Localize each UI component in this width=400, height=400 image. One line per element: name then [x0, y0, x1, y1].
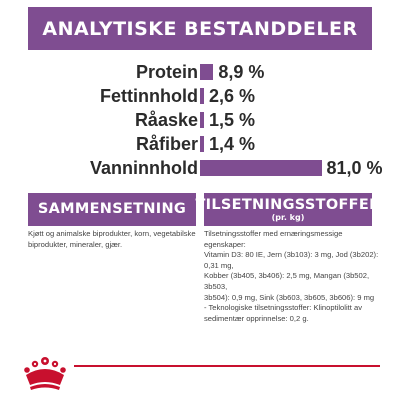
bar-value-label: 1,4 %	[209, 134, 256, 154]
tilsetning-line: Kobber (3b405, 3b406): 2,5 mg, Mangan (3…	[204, 271, 370, 291]
tilsetning-line: 3b504): 0,9 mg, Sink (3b603, 3b605, 3b60…	[204, 292, 375, 302]
tilsetningsstoffer-text: Tilsetningsstoffer med ernæringsmessige …	[204, 229, 380, 324]
bar-value-label: 1,5 %	[209, 110, 256, 130]
sammensetning-title: SAMMENSETNING	[37, 201, 187, 217]
tilsetning-line: Vitamin D3: 80 IE, Jern (3b103): 3 mg, J…	[204, 250, 379, 270]
bar-label: Fettinnhold	[100, 86, 198, 106]
bar-value-label: 81,0 %	[326, 158, 383, 178]
section-title: ANALYTISKE BESTANDDELER	[42, 17, 358, 40]
bar-label: Vanninnhold	[90, 158, 198, 178]
bar	[200, 64, 214, 80]
bar-row: Fettinnhold 2,6 %	[0, 84, 400, 108]
bar	[200, 160, 322, 176]
crown-icon	[24, 357, 66, 390]
sammensetning-header: SAMMENSETNING	[28, 193, 196, 226]
bar-row: Råfiber 1,4 %	[0, 132, 400, 156]
sammensetning-text: Kjøtt og animalske biprodukter, korn, ve…	[28, 229, 196, 249]
bar-row: Vanninnhold 81,0 %	[0, 156, 400, 180]
tilsetningsstoffer-subtitle: (pr. kg)	[271, 212, 305, 222]
tilsetning-line: - Teknologiske tilsetningsstoffer: Klino…	[204, 303, 363, 313]
bar	[200, 136, 204, 152]
bar-label: Protein	[135, 62, 198, 82]
bar-label: Råfiber	[135, 134, 198, 154]
bar-label: Råaske	[134, 110, 198, 130]
tilsetningsstoffer-title: TILSETNINGSSTOFFER	[195, 196, 381, 213]
bar-row: Protein 8,9 %	[0, 60, 400, 84]
bar	[200, 88, 204, 104]
tilsetningsstoffer-header: TILSETNINGSSTOFFER (pr. kg)	[195, 193, 380, 226]
bar-value-label: 8,9 %	[218, 62, 265, 82]
tilsetning-line: Tilsetningsstoffer med ernæringsmessige …	[204, 229, 343, 249]
bar-value-label: 2,6 %	[209, 86, 256, 106]
bar	[200, 112, 204, 128]
footer-divider	[74, 365, 380, 367]
section-header: ANALYTISKE BESTANDDELER	[28, 7, 372, 50]
bar-row: Råaske 1,5 %	[0, 108, 400, 132]
tilsetning-line: sedimentær opprinnelse: 0,2 g.	[204, 313, 309, 323]
